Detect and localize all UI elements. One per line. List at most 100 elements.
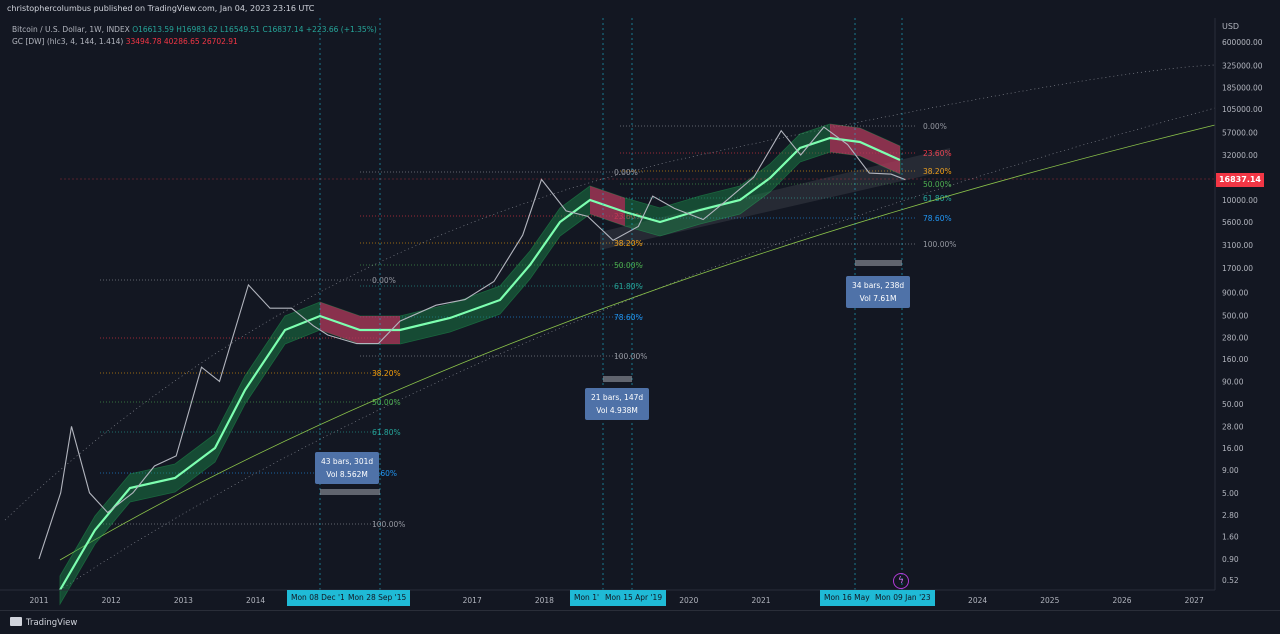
y-tick-label: 500.00 bbox=[1222, 311, 1248, 320]
fib-level-label: 78.60% bbox=[614, 313, 643, 322]
y-tick-label: 5600.00 bbox=[1222, 218, 1253, 227]
y-tick-label: 185000.00 bbox=[1222, 83, 1263, 92]
x-tick-label: 2014 bbox=[246, 596, 265, 605]
y-tick-label: 0.52 bbox=[1222, 576, 1239, 585]
x-tick-label: 2012 bbox=[102, 596, 121, 605]
fib-level-label: 23.60% bbox=[923, 149, 952, 158]
fib-level-label: 38.20% bbox=[614, 239, 643, 248]
y-tick-label: 9.00 bbox=[1222, 466, 1239, 475]
support-line bbox=[59, 124, 1216, 561]
measure-tooltip-1: 43 bars, 301d Vol 8.562M bbox=[315, 452, 380, 484]
y-tick-label: 50.00 bbox=[1222, 400, 1244, 409]
fib-level-label: 38.20% bbox=[372, 369, 401, 378]
y-tick-label: 3100.00 bbox=[1222, 241, 1253, 250]
gaussian-midline bbox=[59, 136, 901, 591]
fib-level-label: 100.00% bbox=[372, 520, 405, 529]
x-tick-label: 2018 bbox=[535, 596, 554, 605]
x-tick-label: 2024 bbox=[968, 596, 987, 605]
measure-volume: Vol 4.938M bbox=[596, 406, 638, 415]
fib-level-label: 61.80% bbox=[614, 282, 643, 291]
y-tick-label: 1.60 bbox=[1222, 533, 1239, 542]
measure-volume: Vol 8.562M bbox=[326, 470, 368, 479]
y-tick-label: 5.00 bbox=[1222, 489, 1239, 498]
log-arc-upper bbox=[4, 64, 1216, 521]
measure-bars: 43 bars, 301d bbox=[321, 457, 374, 466]
y-tick-label: 900.00 bbox=[1222, 289, 1248, 298]
date-label-end-2: Mon 15 Apr '19 bbox=[601, 590, 667, 606]
y-tick-label: 28.00 bbox=[1222, 422, 1244, 431]
x-tick-label: 2027 bbox=[1185, 596, 1204, 605]
tradingview-logo-icon bbox=[10, 617, 22, 626]
y-tick-label: 32000.00 bbox=[1222, 151, 1258, 160]
fib-level-label: 61.80% bbox=[372, 428, 401, 437]
brand-name: TradingView bbox=[26, 618, 78, 628]
date-label-start-3: Mon 16 May bbox=[820, 590, 874, 606]
footer-bar: TradingView bbox=[0, 610, 1280, 634]
date-label-end-1: Mon 28 Sep '15 bbox=[344, 590, 411, 606]
indicator-values: 33494.78 40286.65 26702.91 bbox=[125, 37, 238, 46]
measure-range-bar bbox=[603, 376, 632, 382]
gaussian-band-red-zone bbox=[830, 124, 900, 174]
y-tick-label: 600000.00 bbox=[1222, 38, 1263, 47]
y-tick-label: 90.00 bbox=[1222, 377, 1244, 386]
indicator-legend[interactable]: GC [DW] (hlc3, 4, 144, 1.414) 33494.78 4… bbox=[12, 37, 238, 46]
symbol-legend[interactable]: Bitcoin / U.S. Dollar, 1W, INDEX O16613.… bbox=[12, 25, 377, 34]
indicator-title: GC [DW] (hlc3, 4, 144, 1.414) bbox=[12, 37, 124, 46]
measure-tooltip-2: 21 bars, 147d Vol 4.938M bbox=[585, 388, 650, 420]
price-candles bbox=[38, 126, 1215, 560]
y-tick-label: 57000.00 bbox=[1222, 129, 1258, 138]
y-tick-label: 2.80 bbox=[1222, 511, 1239, 520]
measure-bars: 34 bars, 238d bbox=[852, 281, 905, 290]
y-tick-label: 10000.00 bbox=[1222, 196, 1258, 205]
x-tick-label: 2025 bbox=[1040, 596, 1059, 605]
measure-bars: 21 bars, 147d bbox=[591, 393, 644, 402]
date-label-start-1: Mon 08 Dec '1 bbox=[287, 590, 349, 606]
x-tick-label: 2026 bbox=[1112, 596, 1131, 605]
fib-level-label: 61.80% bbox=[923, 194, 952, 203]
x-tick-label: 2013 bbox=[174, 596, 193, 605]
publisher-line: christophercolumbus published on Trading… bbox=[7, 4, 315, 13]
fib-level-label: 38.20% bbox=[923, 167, 952, 176]
fib-level-label: 0.00% bbox=[372, 276, 396, 285]
fib-level-label: 100.00% bbox=[923, 240, 956, 249]
y-tick-label: 16.00 bbox=[1222, 444, 1244, 453]
fib-level-label: 50.00% bbox=[372, 398, 401, 407]
price-change: +223.66 (+1.35%) bbox=[305, 25, 377, 34]
x-tick-label: 2021 bbox=[751, 596, 770, 605]
symbol-title: Bitcoin / U.S. Dollar, 1W, INDEX bbox=[12, 25, 130, 34]
measure-volume: Vol 7.61M bbox=[859, 294, 897, 303]
fib-level-label: 78.60% bbox=[923, 214, 952, 223]
measure-vertical-lines bbox=[319, 18, 903, 590]
date-label-start-2: Mon 1' bbox=[570, 590, 604, 606]
bolt-icon[interactable]: ϟ bbox=[893, 573, 909, 589]
y-tick-label: 325000.00 bbox=[1222, 62, 1263, 71]
fib-level-label: 0.00% bbox=[923, 122, 947, 131]
y-tick-label: 1700.00 bbox=[1222, 264, 1253, 273]
fib-level-label: 50.00% bbox=[614, 261, 643, 270]
fib-level-label: 50.00% bbox=[923, 180, 952, 189]
chart-decorations bbox=[4, 64, 1216, 591]
y-tick-label: 105000.00 bbox=[1222, 105, 1263, 114]
log-arc-middle bbox=[59, 107, 1216, 591]
measure-range-bar bbox=[855, 260, 902, 266]
fib-level-label: 0.00% bbox=[614, 168, 638, 177]
price-line bbox=[38, 126, 906, 560]
tradingview-logo[interactable]: TradingView bbox=[10, 617, 77, 628]
x-tick-label: 2020 bbox=[679, 596, 698, 605]
x-tick-label: 2017 bbox=[463, 596, 482, 605]
y-tick-label: 0.90 bbox=[1222, 555, 1239, 564]
last-price-tag: 16837.14 bbox=[1216, 173, 1264, 187]
fib-level-label: .60% bbox=[378, 469, 397, 478]
y-tick-label: 280.00 bbox=[1222, 334, 1248, 343]
ohlc-values: O16613.59 H16983.62 L16549.51 C16837.14 bbox=[132, 25, 304, 34]
fib-level-label: 23.60% bbox=[614, 212, 643, 221]
projection-channel bbox=[600, 148, 950, 250]
y-axis: 600000.00 325000.00 185000.00 105000.00 5700… bbox=[1214, 18, 1263, 590]
date-label-end-3: Mon 09 Jan '23 bbox=[871, 590, 935, 606]
fibonacci-levels: 0.00% 38.20% 50.00% 61.80% 100.00% .60% 0.00% 2… bbox=[100, 122, 956, 529]
x-tick-label: 2011 bbox=[29, 596, 48, 605]
y-tick-label: 160.00 bbox=[1222, 355, 1248, 364]
fib-level-label: 100.00% bbox=[614, 352, 647, 361]
axis-currency: USD bbox=[1222, 22, 1240, 31]
